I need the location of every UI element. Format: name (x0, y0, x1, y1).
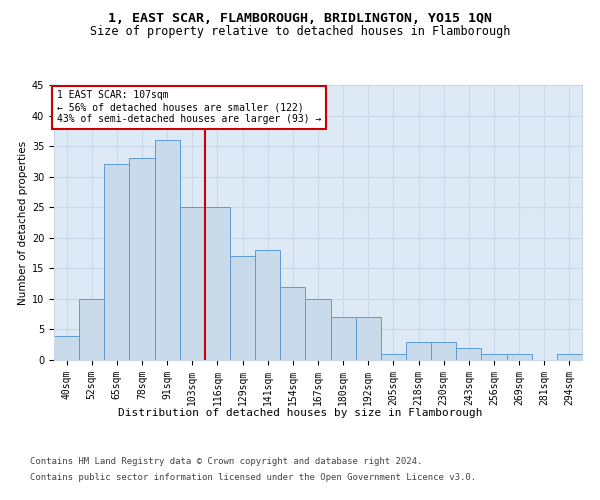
Bar (280, 286, 305, 360)
Text: 1 EAST SCAR: 107sqm
← 56% of detached houses are smaller (122)
43% of semi-detac: 1 EAST SCAR: 107sqm ← 56% of detached ho… (56, 90, 321, 124)
Text: Distribution of detached houses by size in Flamborough: Distribution of detached houses by size … (118, 408, 482, 418)
Bar (205, 207, 230, 360)
Bar (481, 354, 506, 360)
Bar (557, 354, 582, 360)
Bar (356, 317, 381, 360)
Text: 1, EAST SCAR, FLAMBOROUGH, BRIDLINGTON, YO15 1QN: 1, EAST SCAR, FLAMBOROUGH, BRIDLINGTON, … (108, 12, 492, 26)
Bar (79, 299, 104, 360)
Bar (54, 336, 79, 360)
Bar (506, 354, 532, 360)
Bar (381, 354, 406, 360)
Text: Size of property relative to detached houses in Flamborough: Size of property relative to detached ho… (90, 25, 510, 38)
Text: Contains public sector information licensed under the Open Government Licence v3: Contains public sector information licen… (30, 472, 476, 482)
Bar (406, 342, 431, 360)
Bar (155, 140, 180, 360)
Bar (180, 207, 205, 360)
Bar (456, 348, 481, 360)
Bar (431, 342, 456, 360)
Y-axis label: Number of detached properties: Number of detached properties (17, 140, 28, 304)
Bar (255, 250, 280, 360)
Text: Contains HM Land Registry data © Crown copyright and database right 2024.: Contains HM Land Registry data © Crown c… (30, 458, 422, 466)
Bar (104, 164, 130, 360)
Bar (130, 158, 155, 360)
Bar (305, 299, 331, 360)
Bar (331, 317, 356, 360)
Bar (230, 256, 255, 360)
